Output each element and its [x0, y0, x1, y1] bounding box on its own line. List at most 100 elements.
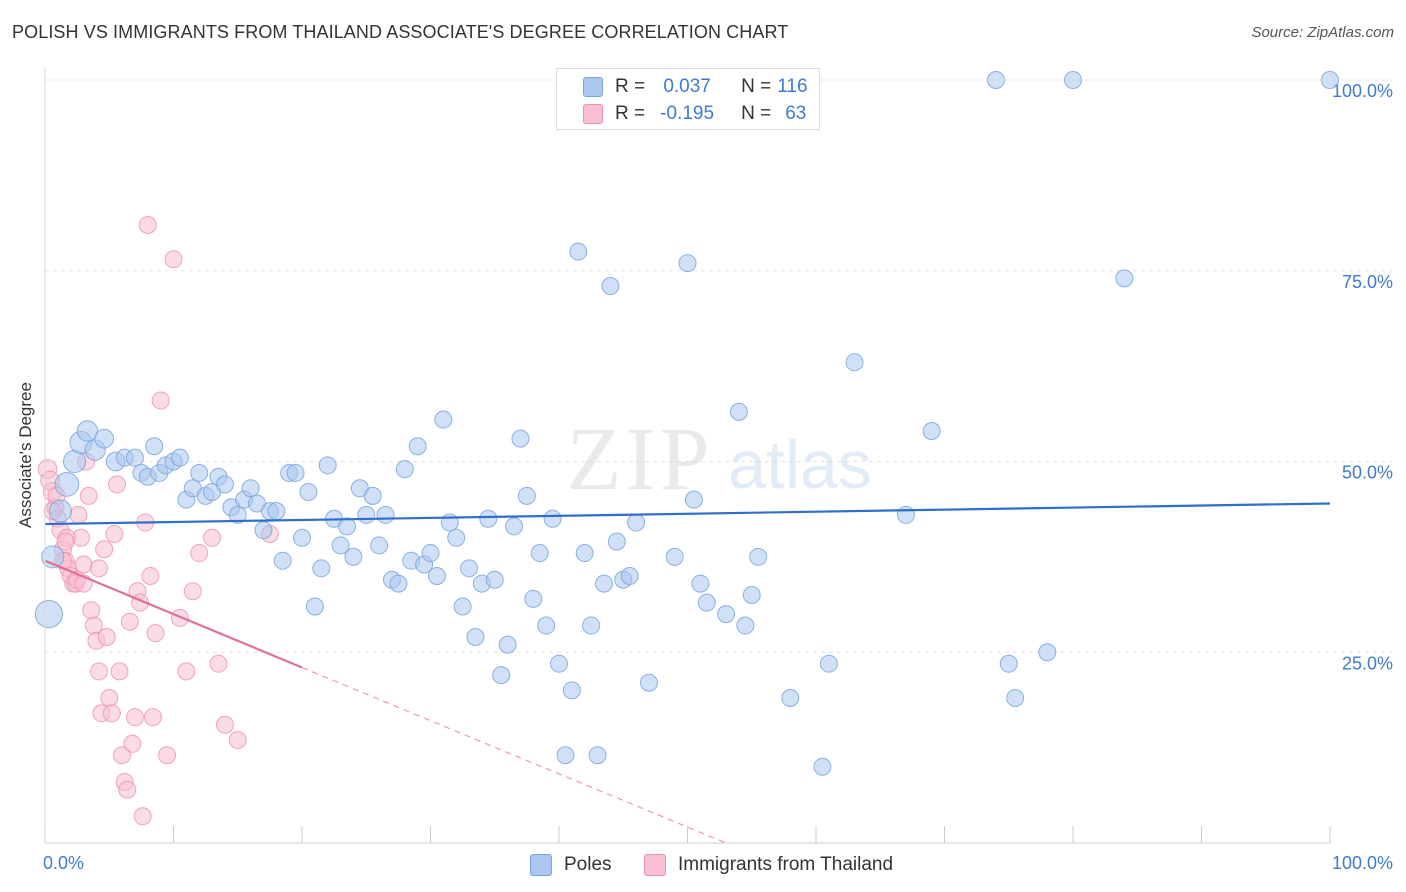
- point-thailand: [110, 662, 129, 681]
- point-thailand: [107, 475, 126, 494]
- point-poles: [569, 242, 588, 261]
- point-poles: [537, 616, 556, 635]
- legend-swatch-poles: [583, 77, 603, 97]
- chart-title: POLISH VS IMMIGRANTS FROM THAILAND ASSOC…: [12, 22, 789, 42]
- grid-layer: 25.0% 50.0% 75.0% 100.0%: [45, 79, 1393, 673]
- point-poles: [190, 463, 209, 482]
- x-tick-label: 0.0%: [43, 853, 84, 873]
- legend-label-thailand: Immigrants from Thailand: [678, 854, 894, 875]
- point-poles: [434, 410, 453, 429]
- point-poles: [331, 536, 350, 555]
- point-thailand: [100, 689, 119, 708]
- point-thailand: [141, 566, 160, 585]
- point-poles: [1115, 269, 1134, 288]
- point-thailand: [133, 807, 152, 826]
- point-poles: [749, 547, 768, 566]
- trend-lines: [44, 502, 1331, 844]
- point-poles: [524, 589, 543, 608]
- point-thailand: [123, 734, 142, 753]
- y-tick-label: 50.0%: [1342, 463, 1393, 483]
- n-value-thailand: 63: [785, 103, 807, 124]
- legend-item-thailand[interactable]: Immigrants from Thailand: [644, 852, 893, 878]
- point-poles: [254, 521, 273, 540]
- point-poles: [357, 505, 376, 524]
- trendline-thailand-extension: [301, 666, 727, 844]
- point-thailand: [215, 715, 234, 734]
- point-thailand: [95, 540, 114, 559]
- point-thailand: [190, 544, 209, 563]
- point-thailand: [158, 746, 177, 765]
- point-poles: [453, 597, 472, 616]
- point-poles: [813, 757, 832, 776]
- watermark-zip: ZIP: [567, 410, 714, 509]
- point-poles: [665, 547, 684, 566]
- point-thailand: [203, 528, 222, 547]
- legend-label-poles: Poles: [564, 854, 612, 875]
- legend-swatch-poles: [530, 854, 552, 876]
- point-poles: [550, 654, 568, 673]
- point-poles: [588, 746, 607, 765]
- r-label: R =: [615, 103, 646, 124]
- point-poles: [717, 605, 736, 624]
- watermark: ZIP atlas: [567, 410, 872, 509]
- point-poles: [845, 353, 864, 372]
- point-poles: [511, 429, 530, 448]
- point-poles: [729, 402, 748, 421]
- point-thailand: [89, 662, 108, 681]
- point-poles: [697, 593, 716, 612]
- point-poles: [1064, 71, 1082, 89]
- watermark-atlas: atlas: [728, 427, 872, 503]
- r-label: R =: [615, 76, 646, 97]
- legend-swatch-thailand: [583, 104, 603, 124]
- point-poles: [408, 437, 427, 456]
- point-poles: [505, 517, 524, 536]
- point-thailand: [74, 555, 93, 574]
- point-poles: [344, 547, 363, 566]
- legend-row-poles: R = 0.037 N = 116: [583, 73, 808, 101]
- point-poles: [389, 574, 408, 593]
- point-poles: [819, 654, 838, 673]
- point-poles: [556, 746, 575, 765]
- point-thailand: [209, 654, 228, 673]
- point-poles: [498, 635, 517, 654]
- r-value-thailand: -0.195: [660, 103, 715, 124]
- point-poles: [427, 566, 446, 585]
- point-thailand: [177, 662, 196, 681]
- point-poles: [1038, 643, 1057, 662]
- point-thailand: [97, 627, 116, 646]
- point-poles: [736, 616, 755, 635]
- point-poles: [999, 654, 1018, 673]
- point-poles: [305, 597, 324, 616]
- n-value-poles: 116: [777, 76, 808, 97]
- point-thailand: [143, 708, 162, 727]
- point-poles: [607, 532, 626, 551]
- point-poles: [492, 666, 511, 685]
- r-value-poles: 0.037: [663, 76, 711, 97]
- point-poles: [241, 479, 260, 498]
- point-thailand: [79, 486, 98, 505]
- legend-item-poles[interactable]: Poles: [530, 852, 612, 878]
- point-poles: [896, 505, 915, 524]
- point-poles: [582, 616, 601, 635]
- point-poles: [986, 71, 1005, 89]
- y-axis-label: Associate's Degree: [16, 382, 35, 528]
- y-tick-label: 100.0%: [1332, 81, 1393, 101]
- n-label: N =: [741, 103, 772, 124]
- point-thailand: [183, 582, 202, 601]
- point-poles: [460, 559, 479, 578]
- point-poles: [34, 600, 63, 629]
- point-poles: [125, 448, 144, 467]
- point-poles: [215, 475, 234, 494]
- series-poles-points: [34, 71, 1339, 776]
- point-thailand: [125, 708, 144, 727]
- point-thailand: [228, 730, 247, 749]
- point-poles: [479, 509, 498, 528]
- point-poles: [742, 586, 761, 605]
- point-poles: [466, 627, 485, 646]
- point-poles: [293, 528, 311, 547]
- point-poles: [273, 551, 292, 570]
- point-thailand: [56, 532, 75, 551]
- point-poles: [54, 471, 80, 497]
- n-label: N =: [741, 76, 772, 97]
- point-poles: [781, 689, 800, 708]
